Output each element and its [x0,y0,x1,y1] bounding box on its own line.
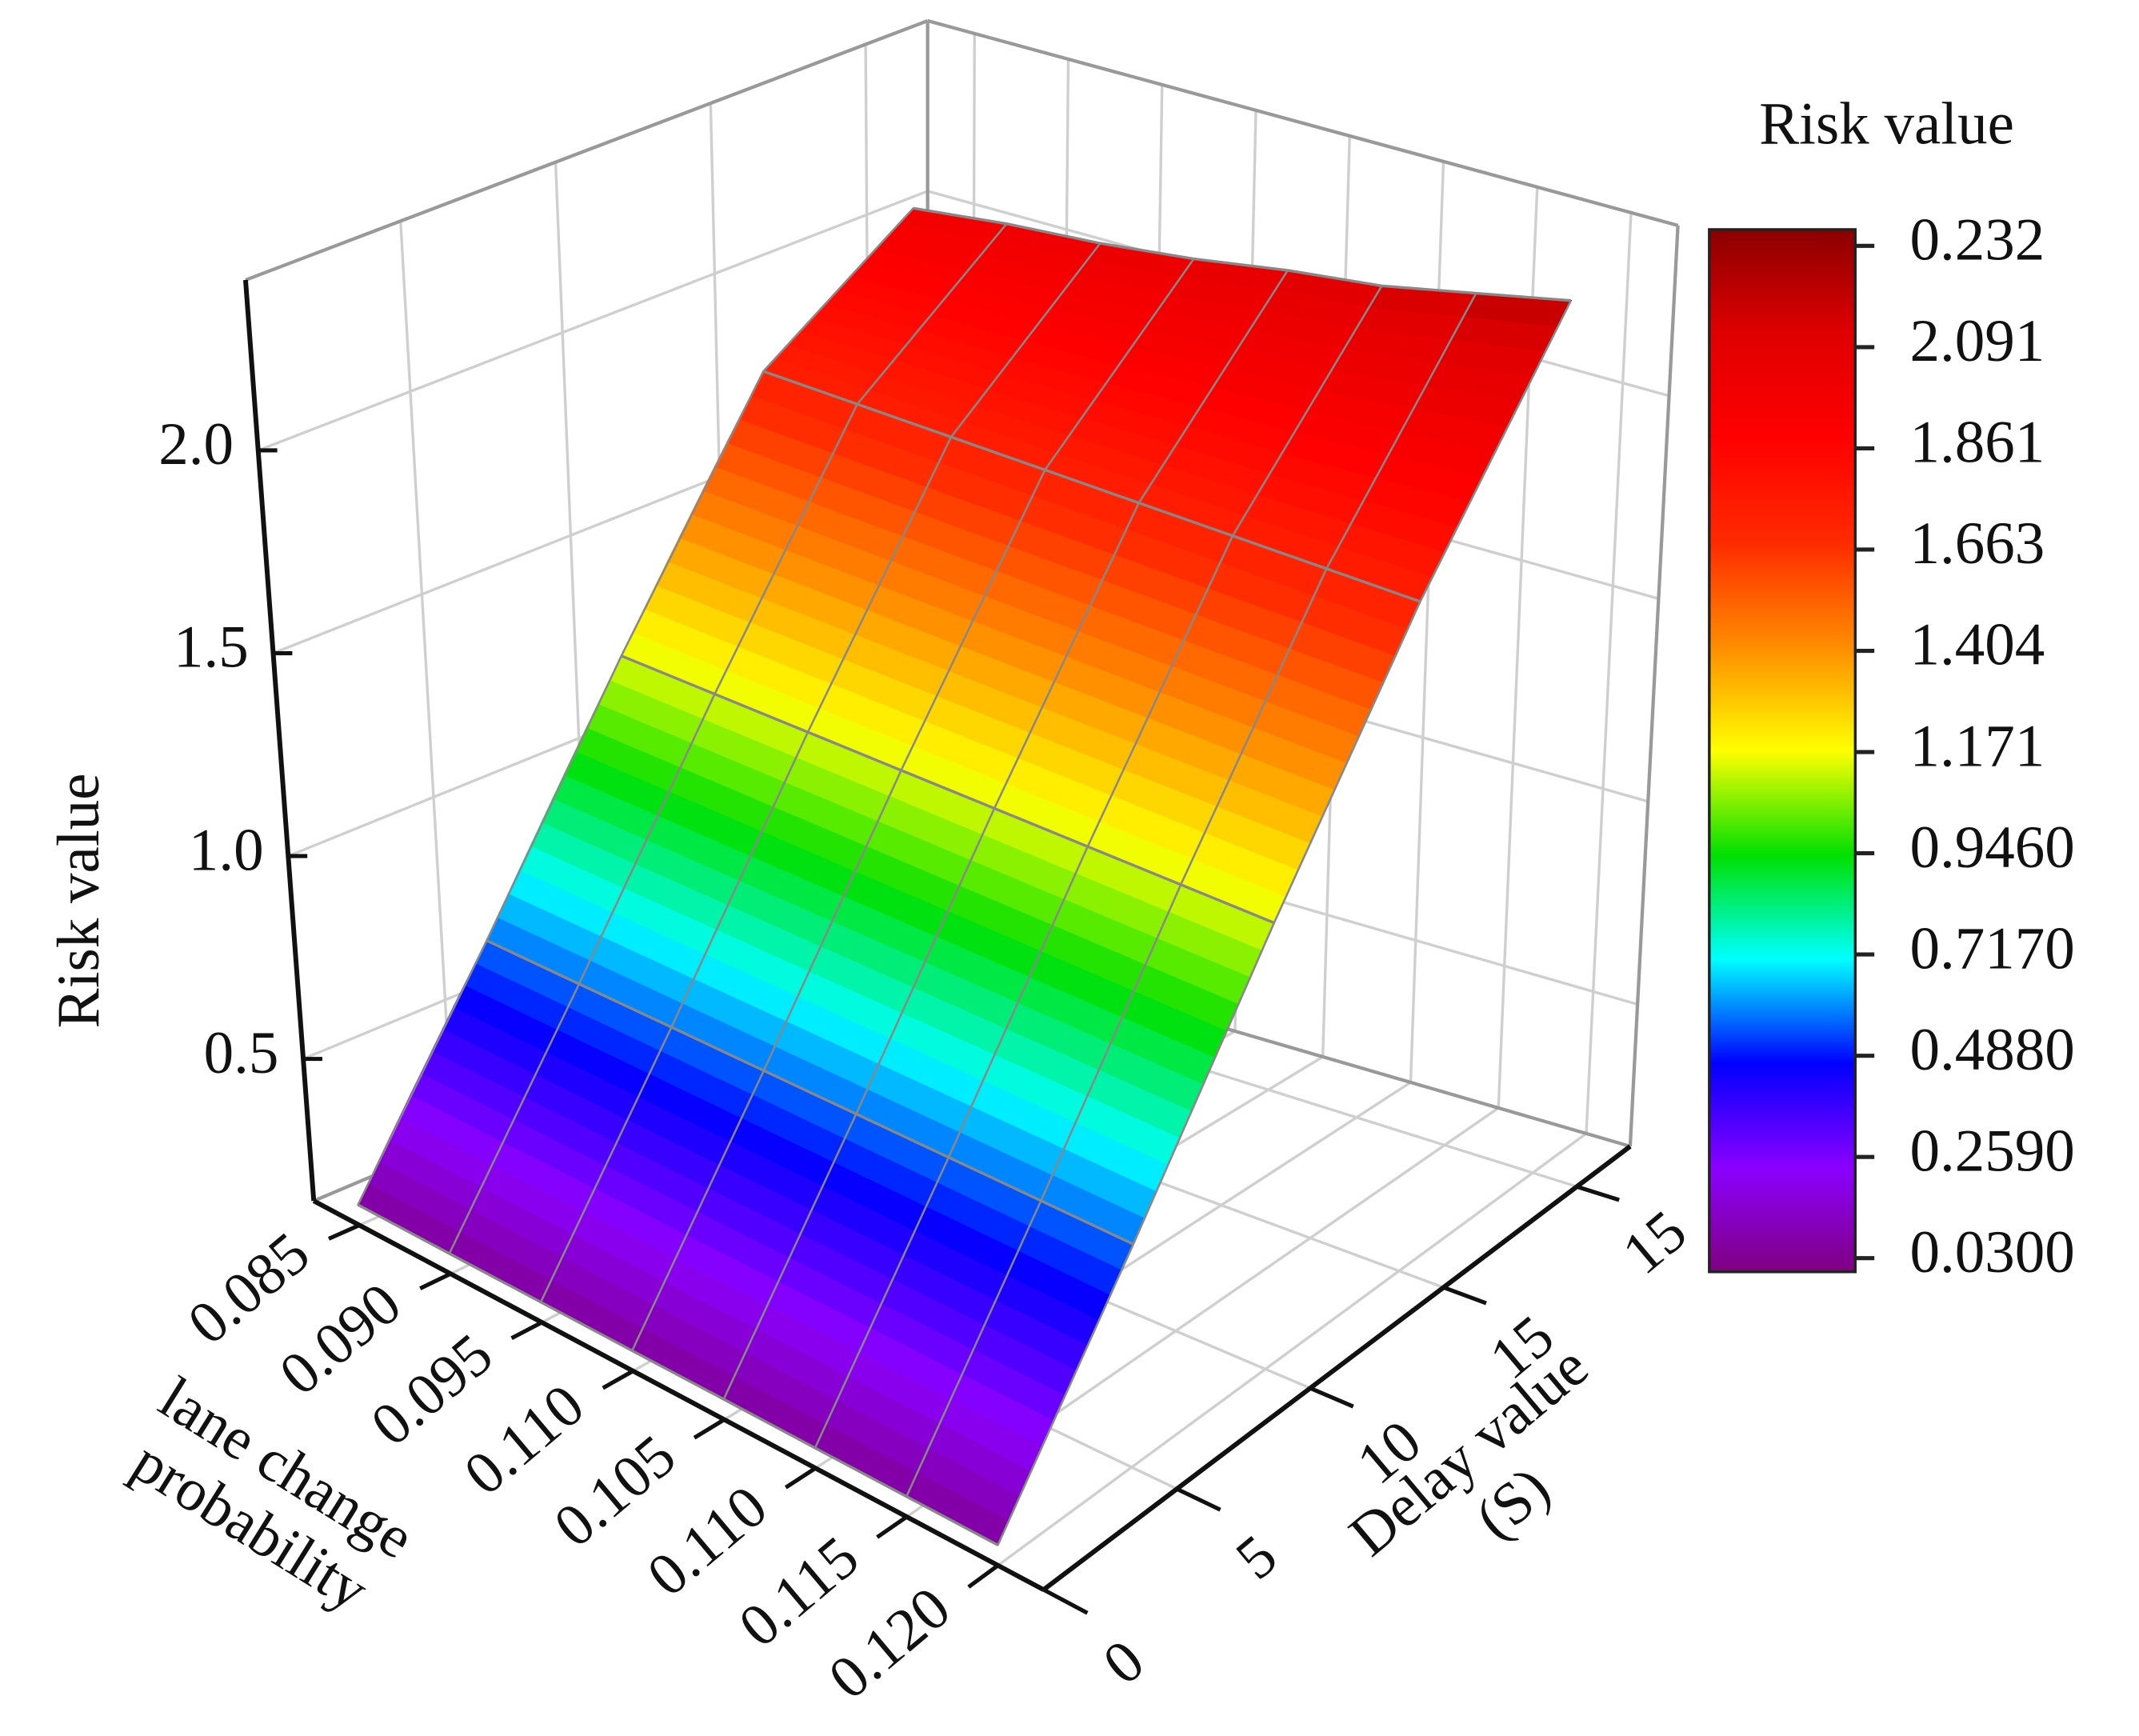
surface-mesh [486,939,1134,1246]
colorbar-label: 1.663 [1909,510,2045,577]
colorbar-label: 0.232 [1909,207,2045,274]
z-tick-label: 1.5 [174,614,249,681]
grid-line [997,1132,1588,1567]
x-tick [602,1369,634,1390]
z-tick-label: 2.0 [158,411,234,478]
y-tick-label: 5 [1224,1522,1289,1593]
y-tick [1176,1486,1221,1512]
colorbar-label: 1.171 [1909,713,2045,779]
colorbar-label: 0.2590 [1909,1118,2074,1184]
colorbar-label: 0.7170 [1909,915,2074,982]
surface-mesh [814,285,1383,1449]
box-edge [1628,225,1680,1147]
surface-mesh [357,207,914,1206]
colorbar-label: 1.861 [1909,410,2045,476]
surface-mesh [357,1203,999,1546]
z-tick-label: 1.0 [189,817,264,883]
grid-line [399,221,455,1142]
colorbar-label: 0.0300 [1909,1219,2074,1286]
y-tick [1309,1386,1354,1409]
surface-mesh [631,258,1195,1351]
axis-line [312,1198,1046,1592]
y-tick [1442,1285,1487,1306]
z-axis-title: Risk value [46,774,112,1029]
surface-mesh [913,206,1572,302]
colorbar-label: 1.404 [1909,612,2045,678]
x-tick [784,1466,817,1490]
surface-mesh [621,654,1275,925]
x-tick [693,1418,726,1440]
axis-line [242,279,317,1202]
y-tick-label: 0 [1091,1627,1157,1698]
colorbar-label: 0.9460 [1909,814,2074,881]
box-edge [245,18,929,282]
x-tick [967,1563,1000,1589]
surface-mesh [997,300,1573,1546]
surface-mesh [722,270,1289,1400]
x-tick [510,1320,543,1341]
y-tick [1576,1184,1620,1202]
surface-mesh [906,292,1477,1498]
surface-mesh [762,370,1421,603]
surface-mesh [448,222,1008,1254]
x-tick [327,1223,361,1241]
axis-line [1042,1144,1632,1592]
y-tick-label: 15 [1610,1198,1699,1287]
x-tick [876,1514,908,1539]
colorbar-title: Risk value [1759,91,2014,158]
box-edge [927,18,1679,227]
colorbar-label: 0.4880 [1909,1017,2074,1083]
y-tick [1042,1587,1089,1615]
surface-mesh [539,242,1101,1303]
grid-line [1585,212,1633,1134]
grid-line [258,190,929,452]
x-tick [419,1271,452,1290]
colorbar-label: 2.091 [1909,308,2045,374]
z-tick-label: 0.5 [204,1020,279,1086]
colorbar [1708,228,1857,1274]
